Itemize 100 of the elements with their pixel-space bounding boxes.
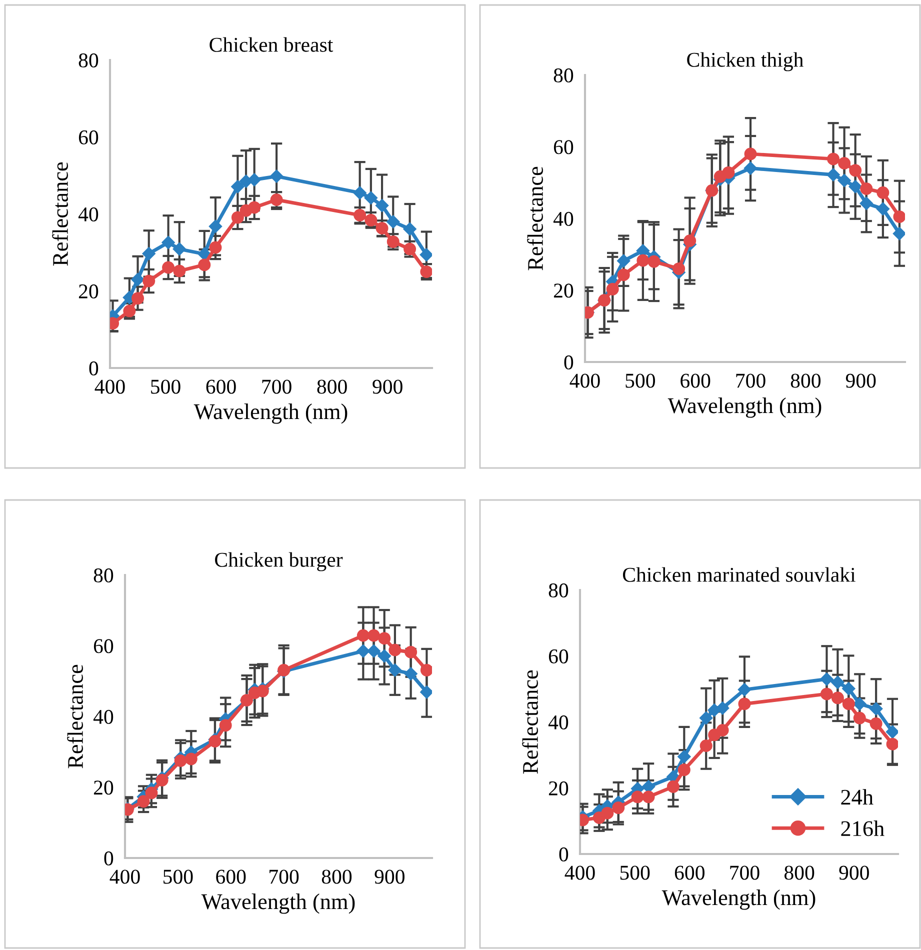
point <box>636 254 650 267</box>
point <box>722 166 735 179</box>
point <box>142 274 156 288</box>
y-tick-label: 60 <box>554 140 574 154</box>
point <box>368 629 380 642</box>
point <box>870 717 882 730</box>
x-tick-label: 500 <box>164 870 193 884</box>
x-tick-label: 700 <box>736 374 766 388</box>
point <box>684 234 696 247</box>
point <box>378 649 391 663</box>
point <box>827 152 840 166</box>
point <box>842 698 855 710</box>
x-tick-label: 400 <box>570 374 600 388</box>
point <box>270 170 284 183</box>
point <box>848 180 862 194</box>
legend-label: 216h <box>841 820 884 836</box>
x-tick-label: 800 <box>317 380 347 394</box>
x-axis-title: Wavelength (nm) <box>201 894 355 914</box>
x-tick-label: 600 <box>680 374 710 388</box>
point <box>256 684 269 698</box>
point <box>248 173 261 186</box>
point <box>860 182 873 195</box>
point <box>208 220 222 233</box>
point <box>162 261 175 274</box>
point <box>617 268 630 282</box>
x-tick-label: 800 <box>790 374 821 388</box>
point <box>648 255 660 268</box>
point <box>131 272 144 286</box>
point <box>842 682 856 696</box>
x-tick-label: 800 <box>784 866 814 880</box>
point <box>356 644 370 658</box>
x-tick-label: 400 <box>110 870 140 884</box>
x-tick-label: 700 <box>262 380 292 394</box>
x-tick-label: 900 <box>839 866 869 880</box>
point <box>388 644 402 656</box>
y-tick-label: 80 <box>554 68 574 82</box>
y-tick-label: 20 <box>554 284 574 298</box>
point <box>838 157 851 170</box>
point <box>700 740 712 752</box>
y-tick-label: 0 <box>564 355 574 370</box>
point <box>860 196 873 210</box>
point <box>820 688 833 700</box>
point <box>198 258 211 272</box>
y-axis-title: Reflectance <box>52 162 68 266</box>
x-tick-label: 800 <box>322 870 352 884</box>
point <box>853 697 866 710</box>
point <box>404 646 418 658</box>
y-axis-title: Reflectance <box>67 664 83 768</box>
point <box>886 725 898 738</box>
y-tick-label: 80 <box>94 568 114 582</box>
point <box>849 164 862 177</box>
y-tick-label: 0 <box>89 361 98 376</box>
x-tick-label: 600 <box>206 380 236 394</box>
point <box>162 236 175 250</box>
x-tick-label: 500 <box>626 374 656 388</box>
point <box>831 692 844 704</box>
point <box>612 802 625 814</box>
point <box>853 712 866 724</box>
x-tick-label: 500 <box>151 380 180 394</box>
point <box>617 254 630 268</box>
point <box>869 702 883 716</box>
y-tick-label: 20 <box>548 781 568 796</box>
point <box>886 738 898 750</box>
y-tick-label: 40 <box>548 715 568 730</box>
point <box>420 686 432 699</box>
point <box>838 174 851 188</box>
chart-title: Chicken breast <box>210 37 334 52</box>
y-axis-title: Reflectance <box>527 166 543 270</box>
point <box>893 210 905 223</box>
x-axis-title: Wavelength (nm) <box>194 404 348 424</box>
x-axis-title: Wavelength (nm) <box>662 890 816 910</box>
point <box>356 629 370 642</box>
point <box>672 262 686 275</box>
x-tick-label: 900 <box>374 870 404 884</box>
point <box>738 683 752 696</box>
point <box>876 186 890 199</box>
y-tick-label: 40 <box>553 212 574 226</box>
point <box>420 664 432 676</box>
point <box>184 752 198 766</box>
point <box>156 774 168 786</box>
point <box>375 198 389 212</box>
point <box>606 282 619 296</box>
y-tick-label: 60 <box>78 130 98 144</box>
point <box>420 248 432 262</box>
point <box>386 215 400 228</box>
y-tick-label: 80 <box>78 53 98 68</box>
point <box>876 202 890 216</box>
point <box>142 247 156 260</box>
x-axis-title: Wavelength (nm) <box>668 398 822 418</box>
point <box>209 241 222 254</box>
point <box>367 644 380 658</box>
y-tick-label: 0 <box>559 847 568 862</box>
point <box>892 226 905 240</box>
point <box>826 168 840 182</box>
point <box>700 711 713 725</box>
point <box>364 191 378 204</box>
y-tick-label: 60 <box>94 639 114 654</box>
point <box>198 247 211 261</box>
y-tick-label: 20 <box>78 284 98 298</box>
y-tick-label: 20 <box>94 780 114 795</box>
